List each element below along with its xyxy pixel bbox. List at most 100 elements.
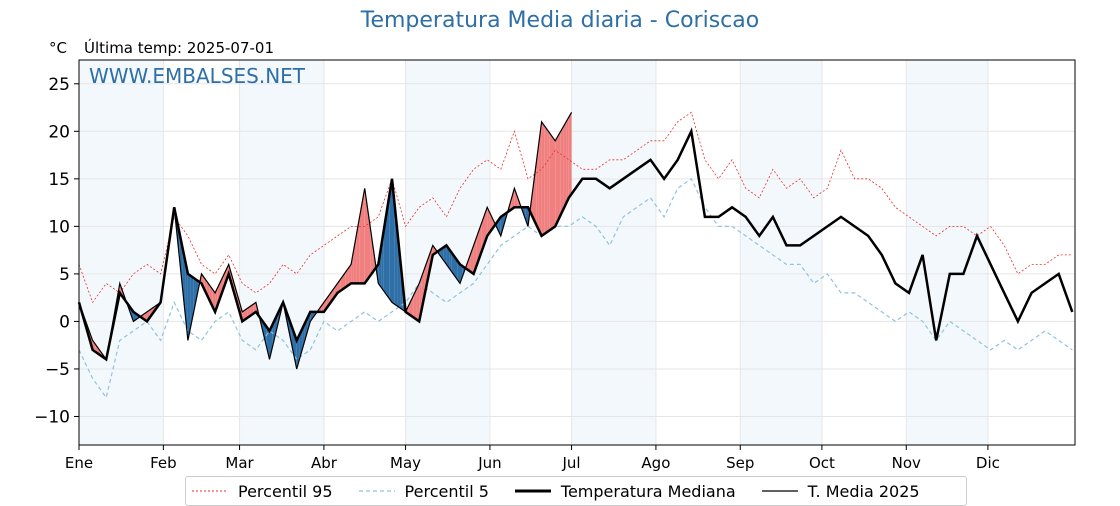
warm-anomaly-fill <box>533 163 537 225</box>
warm-anomaly-fill <box>416 283 420 322</box>
warm-anomaly-fill <box>356 218 360 284</box>
warm-anomaly-fill <box>514 188 518 208</box>
month-band <box>239 60 324 445</box>
warm-anomaly-fill <box>558 131 561 221</box>
legend-item-p95: Percentil 95 <box>192 482 333 501</box>
watermark: WWW.EMBALSES.NET <box>89 64 306 88</box>
month-band <box>79 60 164 445</box>
p5-line <box>78 177 1073 399</box>
warm-anomaly-fill <box>487 207 490 236</box>
x-tick-label: Mar <box>225 454 254 472</box>
legend-item-media2025: T. Media 2025 <box>761 481 920 501</box>
plot-frame <box>78 59 1076 446</box>
y-unit-label: °C <box>49 39 67 57</box>
cold-anomaly-fill <box>269 325 273 360</box>
warm-anomaly-fill <box>547 129 550 233</box>
warm-anomaly-fill <box>348 264 352 286</box>
month-band <box>740 60 822 445</box>
warm-anomaly-fill <box>511 188 515 210</box>
cold-anomaly-fill <box>451 253 455 276</box>
x-tick-label: Oct <box>809 454 835 472</box>
cold-anomaly-fill <box>389 178 392 303</box>
cold-anomaly-fill <box>310 311 313 322</box>
warm-anomaly-fill <box>345 268 349 288</box>
warm-anomaly-fill <box>566 117 569 204</box>
cold-anomaly-fill <box>443 245 447 265</box>
cold-anomaly-fill <box>193 277 196 314</box>
x-tick-label: May <box>390 454 421 472</box>
warm-anomaly-fill <box>568 112 572 198</box>
y-tick-label: 15 <box>48 170 70 190</box>
cold-anomaly-fill <box>190 275 194 328</box>
warm-anomaly-fill <box>538 121 542 236</box>
chart-title: Temperatura Media diaria - Coriscao <box>360 8 760 33</box>
warm-anomaly-fill <box>484 207 488 244</box>
x-tick-label: Dic <box>976 454 1000 472</box>
cold-anomaly-fill <box>454 256 458 280</box>
cold-anomaly-fill <box>525 207 528 227</box>
legend-label-p5: Percentil 5 <box>404 481 489 501</box>
x-tick-label: Abr <box>311 454 338 472</box>
warm-anomaly-fill <box>343 272 346 290</box>
warm-anomaly-fill <box>536 142 539 231</box>
x-tick-label: Ene <box>65 454 93 472</box>
x-tick-label: Feb <box>150 454 177 472</box>
y-tick-label: 5 <box>59 265 70 285</box>
warm-anomaly-fill <box>555 136 558 227</box>
warm-anomaly-fill <box>560 126 564 215</box>
warm-anomaly-fill <box>544 125 548 234</box>
legend-swatch-median <box>514 489 551 493</box>
x-tick-label: Jul <box>562 454 581 472</box>
month-band <box>571 60 656 445</box>
legend-label-median: Temperatura Mediana <box>560 481 736 501</box>
y-tick-label: 10 <box>48 217 70 237</box>
warm-anomaly-fill <box>413 289 417 320</box>
x-tick-label: Jun <box>477 454 501 472</box>
y-tick-label: 25 <box>48 75 70 95</box>
warm-anomaly-fill <box>552 137 556 229</box>
p95-line <box>78 111 1073 304</box>
legend-label-p95: Percentil 95 <box>238 481 333 501</box>
cold-anomaly-fill <box>457 260 460 284</box>
warm-anomaly-fill <box>408 300 411 316</box>
warm-anomaly-fill <box>359 203 362 284</box>
legend-label-media2025: T. Media 2025 <box>807 481 920 501</box>
legend-item-p5: Percentil 5 <box>358 481 489 501</box>
last-temp-label: Última temp: 2025-07-01 <box>84 39 275 57</box>
warm-anomaly-fill <box>351 249 354 284</box>
warm-anomaly-fill <box>362 188 365 284</box>
legend-swatch-media2025 <box>761 490 798 492</box>
month-band <box>906 60 988 445</box>
cold-anomaly-fill <box>500 215 504 236</box>
media-2025-line <box>78 112 573 370</box>
x-tick-label: Sep <box>726 454 754 472</box>
warm-anomaly-fill <box>541 121 545 236</box>
warm-anomaly-fill <box>563 121 567 210</box>
cold-anomaly-fill <box>187 273 191 341</box>
legend: Percentil 95 Percentil 5 Temperatura Med… <box>185 476 967 506</box>
cold-anomaly-fill <box>460 264 463 284</box>
y-tick-label: 20 <box>48 122 70 142</box>
warm-anomaly-fill <box>370 226 373 276</box>
y-tick-label: −5 <box>45 360 70 380</box>
warm-anomaly-fill <box>364 188 368 284</box>
median-line <box>77 127 1074 362</box>
x-tick-label: Ago <box>641 454 670 472</box>
warm-anomaly-fill <box>549 133 553 231</box>
legend-item-median: Temperatura Mediana <box>514 481 736 501</box>
cold-anomaly-fill <box>185 260 188 341</box>
warm-anomaly-fill <box>468 253 471 272</box>
legend-swatch-p5 <box>358 490 395 492</box>
cold-anomaly-fill <box>397 232 401 309</box>
cold-anomaly-fill <box>266 327 270 360</box>
cold-anomaly-fill <box>182 247 186 314</box>
cold-anomaly-fill <box>446 245 450 269</box>
cold-anomaly-fill <box>449 249 452 272</box>
warm-anomaly-fill <box>321 302 324 312</box>
legend-swatch-p95 <box>192 490 228 492</box>
cold-anomaly-fill <box>386 195 390 299</box>
y-tick-label: 0 <box>59 312 70 332</box>
x-tick-label: Nov <box>892 454 921 472</box>
y-tick-label: −10 <box>34 407 70 427</box>
